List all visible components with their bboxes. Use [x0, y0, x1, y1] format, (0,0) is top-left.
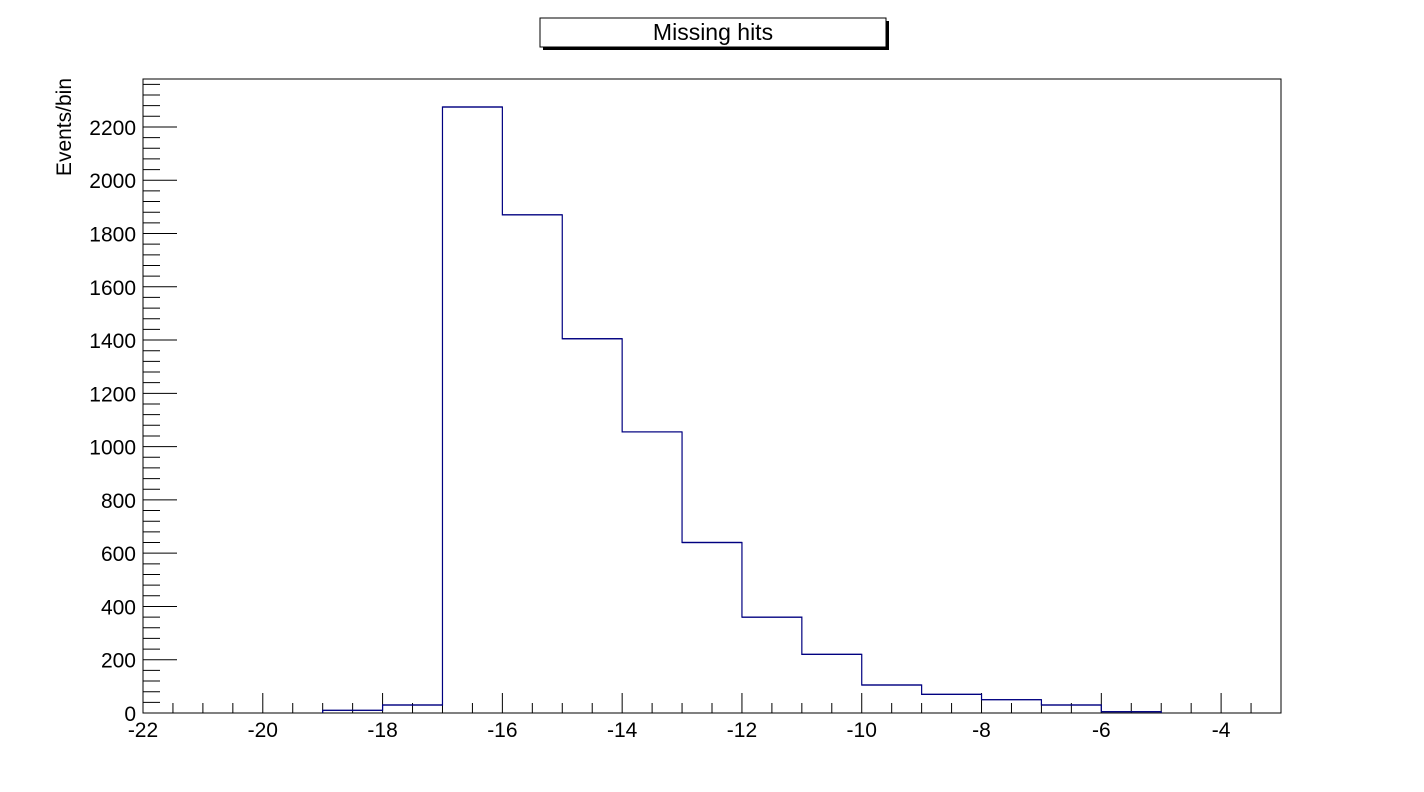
plot-frame — [142, 78, 1282, 714]
histogram-outline — [322, 106, 1162, 713]
x-tick-label: -10 — [847, 719, 877, 742]
y-tick-label: 800 — [101, 490, 136, 513]
chart-title: Missing hits — [653, 19, 773, 45]
x-tick-label: -4 — [1212, 719, 1231, 742]
y-tick-label: 1400 — [89, 330, 136, 353]
x-tick-label: -14 — [607, 719, 638, 742]
histogram-bins — [322, 106, 1162, 713]
x-tick-label: -16 — [487, 719, 517, 742]
y-tick-label: 2200 — [89, 117, 136, 140]
y-tick-label: 600 — [101, 543, 136, 566]
y-tick-label: 1800 — [89, 224, 136, 247]
x-tick-label: -12 — [727, 719, 757, 742]
y-tick-label: 1200 — [89, 383, 136, 406]
x-tick-label: -20 — [248, 719, 278, 742]
axis-ticks — [142, 83, 1282, 714]
x-tick-label: -8 — [972, 719, 991, 742]
x-tick-label: -18 — [367, 719, 397, 742]
title-box: Missing hits — [539, 17, 889, 50]
y-tick-label: 1600 — [89, 277, 136, 300]
y-tick-label: 400 — [101, 596, 136, 619]
y-tick-label: 0 — [124, 703, 136, 726]
y-tick-label: 200 — [101, 650, 136, 673]
y-axis-label: Events/bin — [53, 78, 76, 176]
tick-labels: -22 -20 -18 -16 -14 -12 -10 -8 -6 -4 0 200 400 600 800… — [89, 117, 1230, 742]
y-tick-label: 1000 — [89, 437, 136, 460]
x-tick-label: -22 — [128, 719, 158, 742]
y-tick-label: 2000 — [89, 170, 136, 193]
x-tick-label: -6 — [1092, 719, 1111, 742]
